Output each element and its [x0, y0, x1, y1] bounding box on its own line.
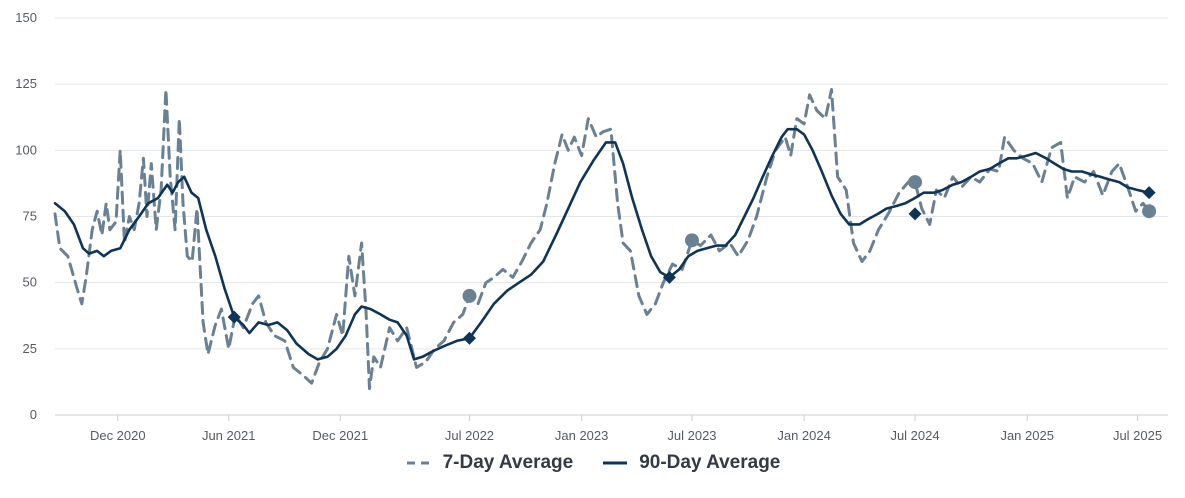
solid-line-swatch-icon [603, 461, 628, 465]
data-point-90-day-average[interactable] [227, 310, 241, 324]
legend-item-90-day-average[interactable]: 90-Day Average [601, 452, 780, 474]
x-tick-label: Jul 2025 [1113, 428, 1162, 443]
y-tick-label: 0 [30, 407, 37, 422]
data-point-7-day-average[interactable] [462, 288, 477, 303]
data-point-90-day-average[interactable] [462, 331, 476, 345]
x-tick-label: Jan 2023 [555, 428, 609, 443]
legend-label: 90-Day Average [639, 452, 781, 473]
data-point-90-day-average[interactable] [1142, 186, 1156, 200]
legend: 7-Day Average 90-Day Average [0, 452, 1185, 474]
x-tick-label: Jun 2021 [202, 428, 256, 443]
data-point-90-day-average[interactable] [908, 207, 922, 221]
y-tick-label: 75 [23, 209, 37, 224]
gridlines [55, 17, 1168, 350]
data-point-7-day-average[interactable] [1142, 204, 1157, 219]
x-tick-label: Jul 2022 [445, 428, 494, 443]
x-tick-label: Jan 2025 [1000, 428, 1054, 443]
data-point-90-day-average[interactable] [662, 270, 676, 284]
y-tick-label: 100 [15, 142, 37, 157]
legend-item-7-day-average[interactable]: 7-Day Average [405, 452, 574, 474]
x-tick-label: Dec 2020 [90, 428, 146, 443]
x-tick-label: Jul 2024 [890, 428, 939, 443]
y-tick-label: 25 [23, 341, 37, 356]
data-point-7-day-average[interactable] [684, 233, 699, 248]
dashed-line-swatch-icon [406, 461, 431, 465]
x-tick-label: Jul 2023 [667, 428, 716, 443]
series-markers [227, 175, 1157, 345]
x-tick-label: Dec 2021 [312, 428, 368, 443]
legend-label: 7-Day Average [442, 452, 574, 473]
y-tick-label: 125 [15, 76, 37, 91]
x-tick-label: Jan 2024 [777, 428, 831, 443]
y-tick-label: 150 [15, 10, 37, 25]
series-lines [53, 88, 1151, 390]
data-point-7-day-average[interactable] [908, 175, 923, 190]
series-line-90-day-average [53, 127, 1151, 361]
line-chart: 0 25 50 75 100 125 150 Dec 2020 Jun 2021 Dec 2021… [15, 10, 1168, 443]
series-line-7-day-average [53, 88, 1151, 390]
y-tick-label: 50 [23, 275, 37, 290]
axes: 0 25 50 75 100 125 150 Dec 2020 Jun 2021 Dec 2021… [15, 10, 1168, 443]
